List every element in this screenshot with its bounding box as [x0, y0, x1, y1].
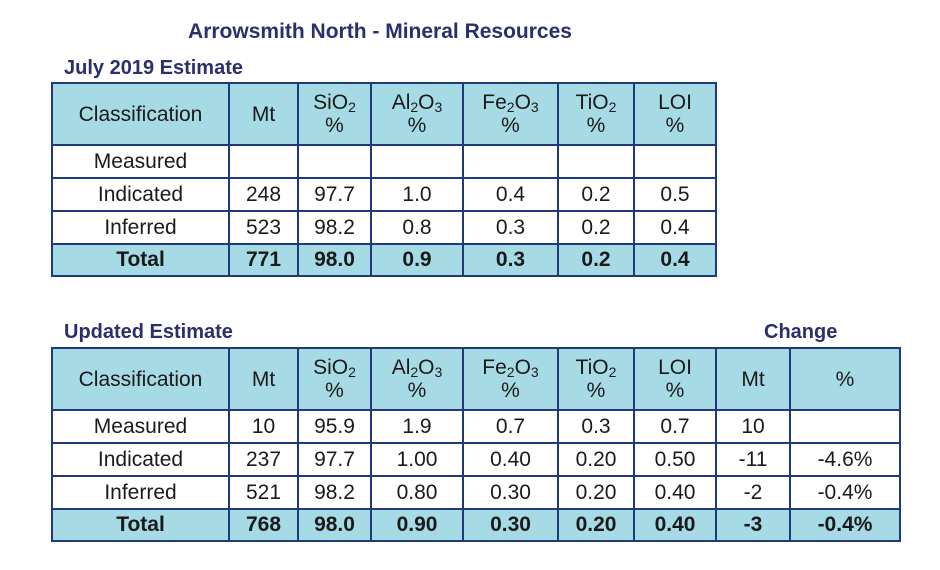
cell-mt: 237 — [228, 442, 299, 477]
cell-mt: 10 — [228, 409, 299, 444]
table-header-row: Classification Mt SiO2% Al2O3% Fe2O3% Ti… — [51, 347, 901, 411]
cell-loi — [633, 144, 717, 179]
cell-fe2o3: 0.3 — [462, 210, 559, 245]
cell-classification: Inferred — [51, 210, 230, 245]
cell-mt — [228, 144, 299, 179]
july-2019-estimate-table: Classification Mt SiO2% Al2O3% Fe2O3% Ti… — [51, 82, 717, 277]
cell-sio2: 95.9 — [297, 409, 372, 444]
table-row-indicated: Indicated 248 97.7 1.0 0.4 0.2 0.5 — [51, 177, 717, 212]
cell-change-pct: -0.4% — [789, 475, 901, 510]
header-sio2: SiO2% — [297, 82, 372, 146]
cell-sio2: 98.2 — [297, 475, 372, 510]
cell-fe2o3: 0.30 — [462, 508, 559, 542]
header-classification: Classification — [51, 82, 230, 146]
cell-sio2: 97.7 — [297, 177, 372, 212]
cell-change-mt: -11 — [715, 442, 791, 477]
table-row-inferred: Inferred 521 98.2 0.80 0.30 0.20 0.40 -2… — [51, 475, 901, 510]
cell-classification: Measured — [51, 144, 230, 179]
cell-loi: 0.40 — [633, 475, 717, 510]
cell-fe2o3: 0.7 — [462, 409, 559, 444]
cell-loi: 0.4 — [633, 210, 717, 245]
cell-change-mt: -2 — [715, 475, 791, 510]
cell-sio2 — [297, 144, 372, 179]
cell-fe2o3: 0.3 — [462, 243, 559, 277]
header-change-mt: Mt — [715, 347, 791, 411]
cell-mt: 521 — [228, 475, 299, 510]
updated-estimate-label: Updated Estimate — [64, 321, 233, 343]
table-row-total: Total 768 98.0 0.90 0.30 0.20 0.40 -3 -0… — [51, 508, 901, 542]
table-row-measured: Measured 10 95.9 1.9 0.7 0.3 0.7 10 — [51, 409, 901, 444]
cell-al2o3: 0.90 — [370, 508, 464, 542]
header-loi: LOI% — [633, 347, 717, 411]
cell-classification: Indicated — [51, 177, 230, 212]
cell-loi: 0.40 — [633, 508, 717, 542]
cell-sio2: 97.7 — [297, 442, 372, 477]
header-mt: Mt — [228, 82, 299, 146]
cell-tio2: 0.2 — [557, 243, 635, 277]
cell-change-pct: -0.4% — [789, 508, 901, 542]
cell-mt: 771 — [228, 243, 299, 277]
table-row-measured: Measured — [51, 144, 717, 179]
cell-sio2: 98.0 — [297, 243, 372, 277]
cell-al2o3: 0.8 — [370, 210, 464, 245]
cell-classification: Total — [51, 508, 230, 542]
table-row-total: Total 771 98.0 0.9 0.3 0.2 0.4 — [51, 243, 717, 277]
header-al2o3: Al2O3% — [370, 82, 464, 146]
cell-change-pct — [789, 409, 901, 444]
cell-al2o3: 1.0 — [370, 177, 464, 212]
cell-tio2: 0.2 — [557, 177, 635, 212]
cell-change-pct: -4.6% — [789, 442, 901, 477]
header-loi: LOI% — [633, 82, 717, 146]
cell-al2o3 — [370, 144, 464, 179]
header-al2o3: Al2O3% — [370, 347, 464, 411]
header-fe2o3: Fe2O3% — [462, 82, 559, 146]
header-classification: Classification — [51, 347, 230, 411]
cell-classification: Indicated — [51, 442, 230, 477]
table-row-indicated: Indicated 237 97.7 1.00 0.40 0.20 0.50 -… — [51, 442, 901, 477]
cell-al2o3: 1.9 — [370, 409, 464, 444]
cell-al2o3: 0.80 — [370, 475, 464, 510]
header-mt: Mt — [228, 347, 299, 411]
cell-loi: 0.4 — [633, 243, 717, 277]
cell-al2o3: 1.00 — [370, 442, 464, 477]
cell-sio2: 98.2 — [297, 210, 372, 245]
cell-loi: 0.5 — [633, 177, 717, 212]
cell-fe2o3 — [462, 144, 559, 179]
cell-change-mt: -3 — [715, 508, 791, 542]
cell-mt: 248 — [228, 177, 299, 212]
cell-mt: 523 — [228, 210, 299, 245]
cell-classification: Total — [51, 243, 230, 277]
header-tio2: TiO2% — [557, 347, 635, 411]
cell-loi: 0.50 — [633, 442, 717, 477]
cell-classification: Measured — [51, 409, 230, 444]
cell-fe2o3: 0.40 — [462, 442, 559, 477]
cell-tio2: 0.20 — [557, 442, 635, 477]
cell-al2o3: 0.9 — [370, 243, 464, 277]
cell-change-mt: 10 — [715, 409, 791, 444]
cell-fe2o3: 0.4 — [462, 177, 559, 212]
header-fe2o3: Fe2O3% — [462, 347, 559, 411]
cell-loi: 0.7 — [633, 409, 717, 444]
header-tio2: TiO2% — [557, 82, 635, 146]
cell-mt: 768 — [228, 508, 299, 542]
cell-tio2: 0.3 — [557, 409, 635, 444]
change-label: Change — [764, 321, 838, 343]
header-sio2: SiO2% — [297, 347, 372, 411]
july-2019-estimate-label: July 2019 Estimate — [64, 57, 243, 79]
cell-tio2 — [557, 144, 635, 179]
cell-sio2: 98.0 — [297, 508, 372, 542]
table-row-inferred: Inferred 523 98.2 0.8 0.3 0.2 0.4 — [51, 210, 717, 245]
cell-tio2: 0.2 — [557, 210, 635, 245]
cell-tio2: 0.20 — [557, 508, 635, 542]
cell-fe2o3: 0.30 — [462, 475, 559, 510]
table-header-row: Classification Mt SiO2% Al2O3% Fe2O3% Ti… — [51, 82, 717, 146]
page-title: Arrowsmith North - Mineral Resources — [188, 20, 572, 43]
cell-tio2: 0.20 — [557, 475, 635, 510]
updated-estimate-table: Classification Mt SiO2% Al2O3% Fe2O3% Ti… — [51, 347, 901, 542]
header-change-pct: % — [789, 347, 901, 411]
cell-classification: Inferred — [51, 475, 230, 510]
